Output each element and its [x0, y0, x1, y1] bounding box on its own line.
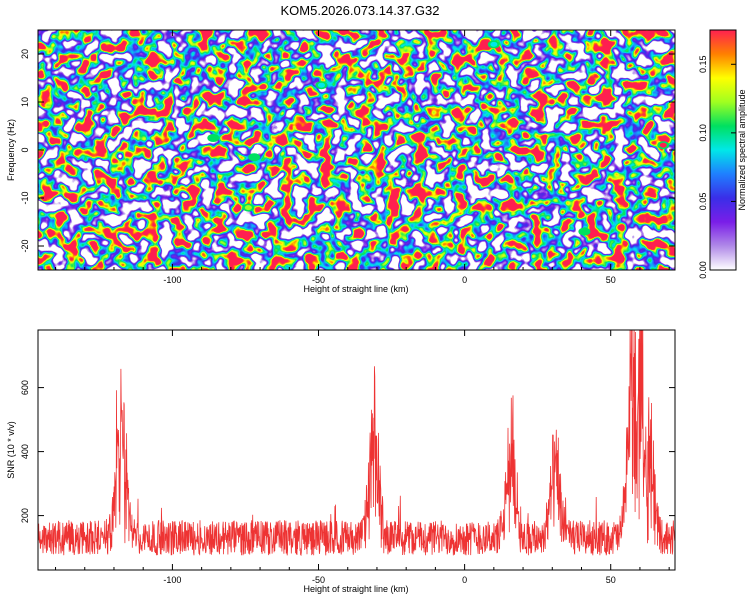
heatmap-xtick-label-2: 0	[462, 275, 467, 285]
snr-xtick-label-3: 50	[606, 575, 616, 585]
heatmap-ytick-label-4: 20	[20, 49, 30, 59]
snr-ticks: -100 -50 0 50 200 400 600	[20, 330, 675, 585]
colorbar-label: Normalized spectral amplitude	[737, 89, 747, 210]
snr-frame	[37, 329, 676, 571]
heatmap-peaks	[207, 40, 670, 236]
heatmap-xtick-label-3: 50	[606, 275, 616, 285]
heatmap-xtick-label-1: -50	[312, 275, 325, 285]
colorbar-tick-label-1: 0.05	[698, 193, 708, 211]
heatmap-ytick-label-0: -20	[20, 239, 30, 252]
heatmap-peak-core-3	[250, 154, 258, 160]
snr-y-label: SNR (10 * v/v)	[6, 421, 16, 479]
heatmap-peak-core-6	[490, 41, 498, 47]
colorbar-strip	[709, 29, 737, 271]
heatmap-ytick-label-2: 0	[20, 147, 30, 152]
snr-ytick-label-0: 200	[20, 508, 30, 523]
snr-xtick-label-0: -100	[163, 575, 181, 585]
heatmap-peak-core-1	[244, 205, 252, 211]
heatmap-peak-core-5	[317, 82, 325, 88]
heatmap-xtick-label-0: -100	[163, 275, 181, 285]
heatmap-x-label: Height of straight line (km)	[303, 284, 408, 294]
heatmap-ytick-label-1: -10	[20, 191, 30, 204]
snr-xtick-label-2: 0	[462, 575, 467, 585]
snr-x-label: Height of straight line (km)	[303, 584, 408, 594]
heatmap-peak-core-4	[209, 135, 217, 141]
colorbar: 0.00 0.05 0.10 0.15 Normalized spectral amp…	[698, 29, 747, 279]
snr-series-line	[38, 330, 675, 557]
heatmap-peak-core-2	[580, 229, 588, 235]
colorbar-tick-label-3: 0.15	[698, 56, 708, 74]
colorbar-tick-label-0: 0.00	[698, 261, 708, 279]
colorbar-tick-label-2: 0.10	[698, 124, 708, 142]
heatmap-field	[38, 30, 675, 270]
snr-ytick-label-1: 400	[20, 444, 30, 459]
heatmap-ytick-label-3: 10	[20, 97, 30, 107]
snr-panel: -100 -50 0 50 200 400 600 Height of straight l…	[6, 329, 676, 594]
heatmap-y-label: Frequency (Hz)	[6, 119, 16, 181]
chart-title: KOM5.2026.073.14.37.G32	[280, 3, 439, 18]
snr-ytick-label-2: 600	[20, 380, 30, 395]
snr-xtick-label-1: -50	[312, 575, 325, 585]
colorbar-ticks: 0.00 0.05 0.10 0.15	[698, 56, 736, 279]
heatmap-peak-core-0	[659, 142, 667, 148]
